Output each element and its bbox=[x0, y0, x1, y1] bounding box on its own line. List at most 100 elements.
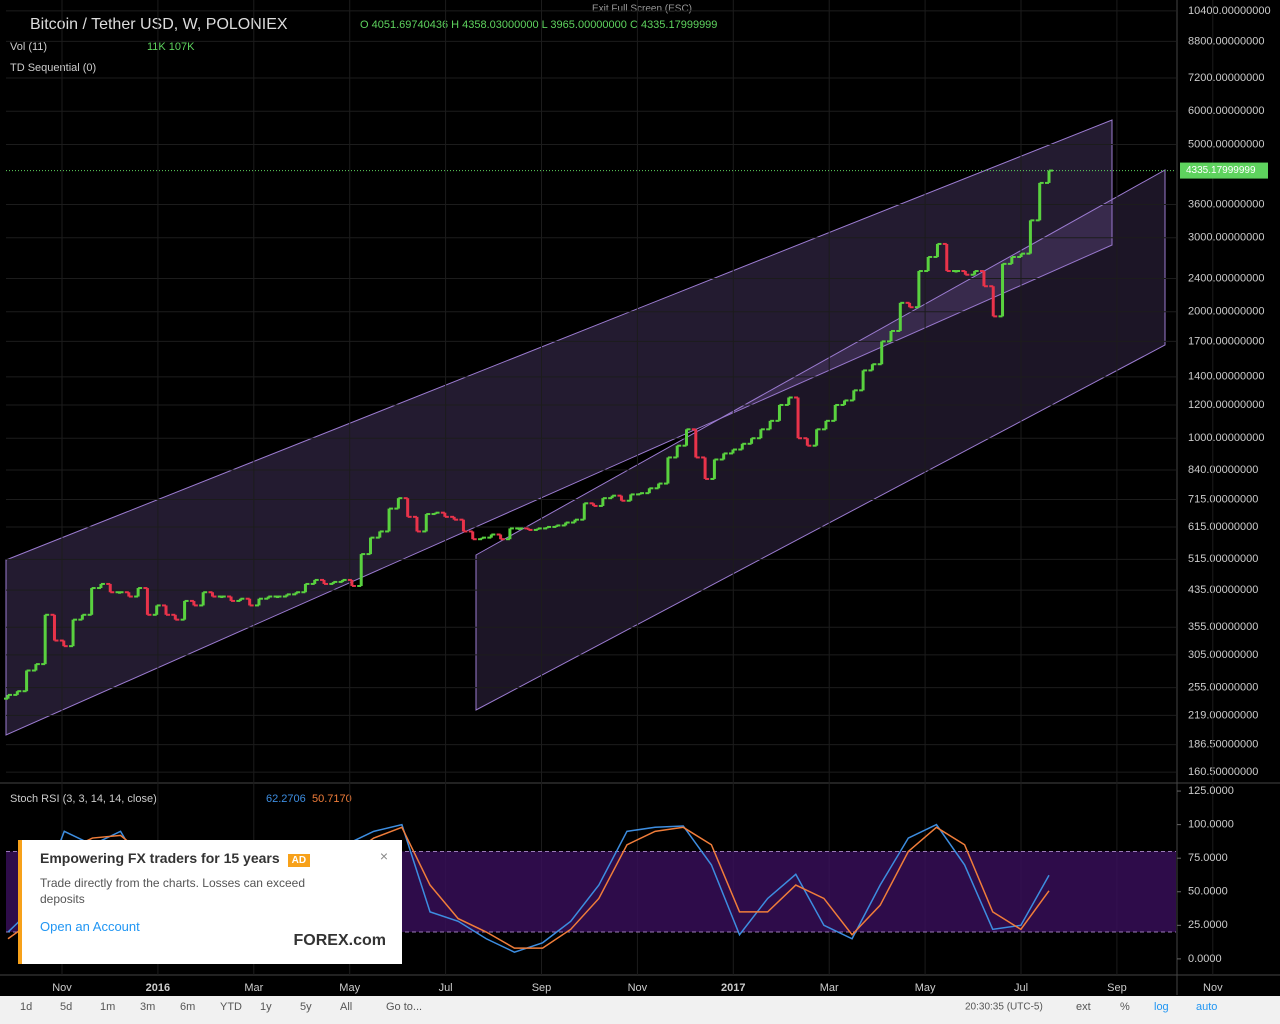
ohlc-bar bbox=[62, 640, 66, 647]
ohlc-bar bbox=[508, 528, 512, 540]
stoch-tick-label: 25.0000 bbox=[1188, 919, 1228, 931]
x-tick-label: 2017 bbox=[721, 982, 745, 994]
ohlc-bar bbox=[722, 453, 726, 460]
clock: 20:30:35 (UTC-5) bbox=[965, 1002, 1043, 1013]
y-tick-label: 160.50000000 bbox=[1188, 766, 1258, 778]
ohlc-bar bbox=[703, 457, 707, 479]
ohlc-bar bbox=[145, 588, 149, 615]
ohlc-bar bbox=[6, 694, 10, 699]
y-tick-label: 2400.00000000 bbox=[1188, 272, 1264, 284]
toolbar-toggle[interactable]: ext bbox=[1076, 1001, 1091, 1013]
ohlc-bar bbox=[963, 271, 967, 275]
ohlc-bar bbox=[647, 488, 651, 494]
ohlc-bar bbox=[908, 302, 912, 308]
y-tick-label: 1700.00000000 bbox=[1188, 335, 1264, 347]
x-tick-label: May bbox=[339, 982, 360, 994]
ohlc-bar bbox=[991, 286, 995, 317]
ohlc-bar bbox=[136, 588, 140, 597]
range-button[interactable]: 1d bbox=[20, 1001, 32, 1013]
ohlc-bar bbox=[25, 670, 29, 692]
ohlc-bar bbox=[861, 370, 865, 391]
y-tick-label: 2000.00000000 bbox=[1188, 306, 1264, 318]
ohlc-bar bbox=[685, 429, 689, 446]
ohlc-bar bbox=[610, 495, 614, 499]
ohlc-bar bbox=[592, 503, 596, 506]
range-button[interactable]: YTD bbox=[220, 1001, 242, 1013]
ohlc-bar bbox=[378, 531, 382, 538]
last-price-box bbox=[1180, 162, 1268, 179]
toolbar-toggle[interactable]: log bbox=[1154, 1001, 1169, 1013]
ohlc-bar bbox=[415, 516, 419, 532]
ohlc-bar bbox=[666, 457, 670, 484]
ohlc-bar bbox=[34, 664, 38, 671]
ohlc-bar bbox=[183, 600, 187, 620]
range-button[interactable]: 6m bbox=[180, 1001, 195, 1013]
toolbar-toggle[interactable]: % bbox=[1120, 1001, 1130, 1013]
ad-title: Empowering FX traders for 15 years bbox=[40, 850, 280, 866]
ohlc-bar bbox=[824, 420, 828, 430]
ohlc-bar bbox=[917, 271, 921, 308]
y-tick-label: 1400.00000000 bbox=[1188, 371, 1264, 383]
range-button[interactable]: All bbox=[340, 1001, 352, 1013]
ohlc-bar bbox=[796, 397, 800, 439]
ohlc-bar bbox=[852, 390, 856, 401]
ad-link[interactable]: Open an Account bbox=[40, 919, 140, 934]
stoch-tick-label: 0.0000 bbox=[1188, 953, 1222, 965]
y-tick-label: 8800.00000000 bbox=[1188, 35, 1264, 47]
ohlc-bar bbox=[805, 438, 809, 446]
symbol[interactable]: Bitcoin / Tether USD, W, POLONIEX bbox=[30, 16, 288, 33]
x-tick-label: May bbox=[915, 982, 936, 994]
ohlc-bar bbox=[731, 449, 735, 454]
stoch-k: 62.2706 bbox=[266, 793, 306, 805]
x-tick-label: Mar bbox=[244, 982, 263, 994]
ohlc-bar bbox=[1038, 182, 1042, 221]
ohlc-bar bbox=[833, 404, 837, 421]
ohlc-bar bbox=[759, 429, 763, 439]
x-tick-label: Nov bbox=[52, 982, 72, 994]
ohlc-bar bbox=[675, 445, 679, 458]
ohlc-bar bbox=[880, 341, 884, 365]
ohlc-bar bbox=[52, 614, 56, 641]
y-tick-label: 219.00000000 bbox=[1188, 709, 1258, 721]
range-button[interactable]: 1m bbox=[100, 1001, 115, 1013]
x-tick-label: Jul bbox=[439, 982, 453, 994]
range-button[interactable]: 5d bbox=[60, 1001, 72, 1013]
ohlc-bar bbox=[564, 522, 568, 526]
y-tick-label: 10400.00000000 bbox=[1188, 5, 1271, 17]
ohlc-bar bbox=[898, 302, 902, 331]
ohlc-bar bbox=[870, 364, 874, 371]
ohlc-bar bbox=[657, 483, 661, 489]
stoch-tick-label: 50.0000 bbox=[1188, 886, 1228, 898]
ohlc-bar bbox=[889, 330, 893, 342]
ohlc-bar bbox=[396, 498, 400, 509]
y-tick-label: 7200.00000000 bbox=[1188, 72, 1264, 84]
ohlc-bar bbox=[750, 438, 754, 444]
ohlc-bar bbox=[303, 583, 307, 593]
ohlc-bar bbox=[1010, 256, 1014, 264]
ohlc-bar bbox=[387, 508, 391, 532]
ad-close[interactable]: × bbox=[379, 848, 388, 864]
range-button[interactable]: 5y bbox=[300, 1001, 312, 1013]
ohlc-bar bbox=[359, 554, 363, 586]
y-tick-label: 715.00000000 bbox=[1188, 493, 1258, 505]
stoch-tick-label: 100.0000 bbox=[1188, 819, 1234, 831]
ohlc-bar bbox=[843, 400, 847, 405]
toolbar-toggle[interactable]: auto bbox=[1196, 1001, 1217, 1013]
vol-label: Vol (11) bbox=[10, 41, 47, 53]
ohlc-bar bbox=[108, 583, 112, 593]
range-button[interactable]: Go to... bbox=[386, 1001, 422, 1013]
y-tick-label: 435.00000000 bbox=[1188, 584, 1258, 596]
range-button[interactable]: 3m bbox=[140, 1001, 155, 1013]
ohlc-bar bbox=[787, 397, 791, 405]
ohlc-bar bbox=[15, 691, 19, 695]
y-tick-label: 186.50000000 bbox=[1188, 739, 1258, 751]
ohlc-bar bbox=[257, 598, 261, 606]
ohlc-bar bbox=[210, 592, 214, 597]
x-tick-label: Sep bbox=[1107, 982, 1127, 994]
ohlc-bar bbox=[238, 598, 242, 601]
ohlc-values: O 4051.69740436 H 4358.03000000 L 3965.0… bbox=[360, 19, 717, 31]
ohlc-bar bbox=[313, 579, 317, 584]
range-button[interactable]: 1y bbox=[260, 1001, 272, 1013]
exit-fullscreen[interactable]: Exit Full Screen (ESC) bbox=[592, 4, 692, 15]
y-tick-label: 5000.00000000 bbox=[1188, 138, 1264, 150]
